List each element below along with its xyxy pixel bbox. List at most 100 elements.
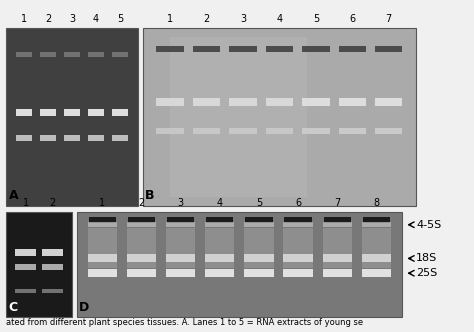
FancyBboxPatch shape	[40, 109, 56, 116]
FancyBboxPatch shape	[112, 135, 128, 140]
Text: 4: 4	[276, 14, 283, 24]
FancyBboxPatch shape	[156, 46, 184, 52]
FancyBboxPatch shape	[15, 289, 36, 293]
FancyBboxPatch shape	[42, 264, 63, 270]
FancyBboxPatch shape	[338, 98, 366, 106]
FancyBboxPatch shape	[362, 254, 391, 262]
FancyBboxPatch shape	[42, 289, 63, 293]
FancyBboxPatch shape	[156, 98, 184, 106]
FancyBboxPatch shape	[156, 128, 184, 134]
Text: 2: 2	[45, 14, 51, 24]
Text: 6: 6	[295, 198, 301, 208]
FancyBboxPatch shape	[283, 228, 313, 268]
FancyBboxPatch shape	[229, 98, 256, 106]
FancyBboxPatch shape	[205, 269, 235, 277]
Text: 7: 7	[334, 198, 340, 208]
FancyBboxPatch shape	[166, 228, 195, 268]
FancyBboxPatch shape	[88, 222, 117, 227]
Text: 5: 5	[117, 14, 123, 24]
FancyBboxPatch shape	[284, 217, 312, 223]
FancyBboxPatch shape	[266, 46, 293, 52]
FancyBboxPatch shape	[16, 135, 33, 140]
FancyBboxPatch shape	[40, 135, 56, 140]
Text: 3: 3	[240, 14, 246, 24]
Text: 3: 3	[178, 198, 183, 208]
Text: 7: 7	[386, 14, 392, 24]
Text: B: B	[145, 189, 155, 202]
FancyBboxPatch shape	[302, 128, 329, 134]
FancyBboxPatch shape	[206, 217, 234, 223]
FancyBboxPatch shape	[166, 222, 195, 227]
FancyBboxPatch shape	[88, 52, 104, 57]
Text: 25S: 25S	[416, 268, 438, 278]
FancyBboxPatch shape	[205, 222, 235, 227]
FancyBboxPatch shape	[170, 37, 307, 197]
FancyBboxPatch shape	[302, 46, 329, 52]
FancyBboxPatch shape	[166, 269, 195, 277]
FancyBboxPatch shape	[244, 228, 273, 268]
FancyBboxPatch shape	[229, 46, 256, 52]
FancyBboxPatch shape	[323, 269, 352, 277]
FancyBboxPatch shape	[143, 28, 416, 206]
FancyBboxPatch shape	[244, 254, 273, 262]
Text: 2: 2	[138, 198, 145, 208]
FancyBboxPatch shape	[338, 128, 366, 134]
FancyBboxPatch shape	[323, 228, 352, 268]
Text: 6: 6	[349, 14, 356, 24]
Text: A: A	[9, 189, 18, 202]
Text: ated from different plant species tissues. A. Lanes 1 to 5 = RNA extracts of you: ated from different plant species tissue…	[6, 318, 363, 327]
FancyBboxPatch shape	[77, 212, 402, 317]
Text: 18S: 18S	[416, 253, 438, 264]
FancyBboxPatch shape	[127, 254, 156, 262]
FancyBboxPatch shape	[40, 52, 56, 57]
Text: 2: 2	[49, 198, 55, 208]
FancyBboxPatch shape	[64, 135, 81, 140]
Text: 3: 3	[69, 14, 75, 24]
FancyBboxPatch shape	[375, 46, 402, 52]
FancyBboxPatch shape	[229, 128, 256, 134]
Text: C: C	[9, 301, 18, 314]
FancyBboxPatch shape	[375, 128, 402, 134]
FancyBboxPatch shape	[362, 228, 391, 268]
FancyBboxPatch shape	[6, 28, 138, 206]
FancyBboxPatch shape	[245, 217, 273, 223]
FancyBboxPatch shape	[16, 109, 33, 116]
Text: 1: 1	[167, 14, 173, 24]
FancyBboxPatch shape	[112, 109, 128, 116]
FancyBboxPatch shape	[88, 254, 117, 262]
FancyBboxPatch shape	[88, 269, 117, 277]
FancyBboxPatch shape	[42, 249, 63, 256]
FancyBboxPatch shape	[16, 52, 33, 57]
Text: 4-5S: 4-5S	[416, 220, 441, 230]
FancyBboxPatch shape	[362, 269, 391, 277]
FancyBboxPatch shape	[375, 98, 402, 106]
Text: 1: 1	[21, 14, 27, 24]
Text: 2: 2	[203, 14, 210, 24]
FancyBboxPatch shape	[64, 109, 81, 116]
Text: 4: 4	[93, 14, 99, 24]
Text: 5: 5	[313, 14, 319, 24]
FancyBboxPatch shape	[15, 264, 36, 270]
FancyBboxPatch shape	[193, 46, 220, 52]
FancyBboxPatch shape	[127, 222, 156, 227]
FancyBboxPatch shape	[363, 217, 390, 223]
FancyBboxPatch shape	[6, 212, 72, 317]
FancyBboxPatch shape	[193, 98, 220, 106]
FancyBboxPatch shape	[324, 217, 351, 223]
Text: 5: 5	[256, 198, 262, 208]
FancyBboxPatch shape	[128, 217, 155, 223]
FancyBboxPatch shape	[244, 269, 273, 277]
FancyBboxPatch shape	[323, 254, 352, 262]
Text: D: D	[79, 301, 90, 314]
FancyBboxPatch shape	[127, 269, 156, 277]
FancyBboxPatch shape	[15, 249, 36, 256]
FancyBboxPatch shape	[362, 222, 391, 227]
FancyBboxPatch shape	[266, 98, 293, 106]
FancyBboxPatch shape	[89, 217, 116, 223]
FancyBboxPatch shape	[283, 254, 313, 262]
Text: 1: 1	[23, 198, 29, 208]
FancyBboxPatch shape	[205, 254, 235, 262]
FancyBboxPatch shape	[193, 128, 220, 134]
FancyBboxPatch shape	[302, 98, 329, 106]
FancyBboxPatch shape	[166, 254, 195, 262]
